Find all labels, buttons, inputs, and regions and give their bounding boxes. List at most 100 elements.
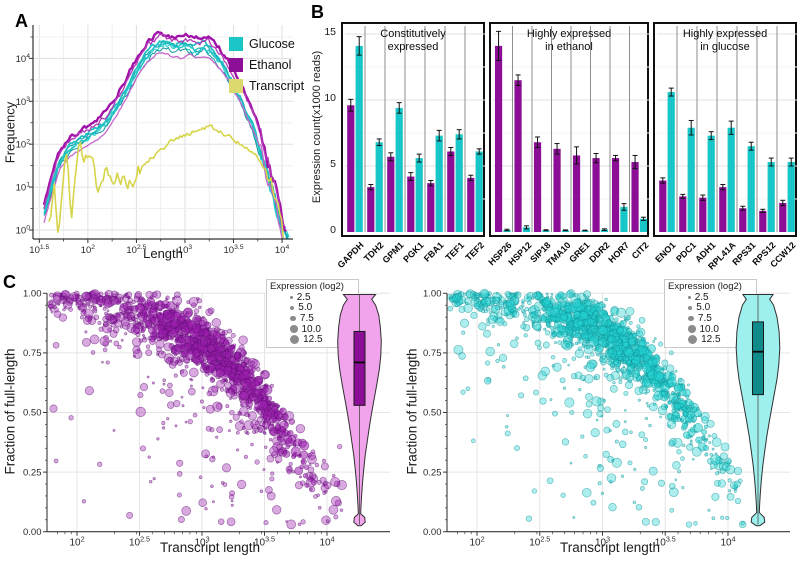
panel-a-label: A xyxy=(15,11,28,31)
bar-glucose-GAPDH xyxy=(355,45,363,232)
size-label: 2.5 xyxy=(694,291,709,303)
panel-a-grid xyxy=(33,25,293,239)
bar-ethanol-RPS31 xyxy=(739,208,747,232)
bar-glucose-TEF2 xyxy=(475,151,483,232)
panel-a-y-axis-title: Frequency xyxy=(2,101,18,164)
gene-label-GPM1: GPM1 xyxy=(380,240,407,266)
gene-label-GRE1: GRE1 xyxy=(567,240,592,265)
bar-ethanol-PDC1 xyxy=(679,196,687,232)
svg-text:0.50: 0.50 xyxy=(423,408,442,419)
transcript-swatch-icon xyxy=(229,78,243,93)
legend-title: Expression (log2) xyxy=(668,281,742,292)
legend-label: Ethanol xyxy=(249,57,292,72)
svg-text:101: 101 xyxy=(16,182,31,194)
series-line-ethanol xyxy=(43,33,287,229)
panel-c-left-y-axis-title: Fraction of full-length xyxy=(2,348,18,475)
bar-glucose-SIP18 xyxy=(542,230,550,232)
size-dot-icon xyxy=(290,325,298,333)
series-line-ethanol xyxy=(43,52,283,239)
svg-text:0.00: 0.00 xyxy=(23,527,42,538)
gene-label-TEF1: TEF1 xyxy=(443,240,467,263)
gene-label-CIT2: CIT2 xyxy=(629,240,651,261)
bar-glucose-RPS12 xyxy=(767,162,775,232)
bar-ethanol-HSP12 xyxy=(514,80,522,232)
svg-text:1.00: 1.00 xyxy=(423,289,442,300)
svg-text:102: 102 xyxy=(69,535,84,549)
c-axes xyxy=(443,292,790,536)
panel-c-right-x-axis-title: Transcript length xyxy=(559,540,661,555)
svg-text:0.75: 0.75 xyxy=(423,348,442,359)
size-label: 7.5 xyxy=(697,312,712,324)
bar-glucose-ADH1 xyxy=(707,135,715,232)
bar-ethanol-RPL41A xyxy=(719,187,727,232)
bar-glucose-ENO1 xyxy=(667,92,675,232)
series-line-glucose xyxy=(43,41,285,239)
svg-text:103: 103 xyxy=(16,96,31,108)
bar-ethanol-SIP18 xyxy=(533,142,542,232)
bar-ethanol-CCW12 xyxy=(779,202,787,232)
bar-glucose-PGK1 xyxy=(415,158,423,232)
svg-text:101.5: 101.5 xyxy=(29,244,49,256)
size-label: 10.0 xyxy=(301,323,321,335)
b-y-tick-label: 10 xyxy=(324,92,336,104)
panel-a-x-axis-title: Length xyxy=(143,246,183,261)
scatter-points-glucose xyxy=(447,288,747,529)
glucose-swatch-icon xyxy=(229,36,243,51)
bar-glucose-HOR7 xyxy=(620,206,628,232)
bar-ethanol-HOR7 xyxy=(611,158,620,232)
b-y-tick-label: 15 xyxy=(324,26,336,38)
svg-text:104: 104 xyxy=(319,535,334,549)
bar-ethanol-ENO1 xyxy=(659,180,667,232)
bar-glucose-CCW12 xyxy=(787,162,795,232)
size-dot-icon xyxy=(688,295,691,299)
svg-text:0.50: 0.50 xyxy=(23,408,42,419)
bar-ethanol-HSP26 xyxy=(494,45,503,232)
svg-text:104: 104 xyxy=(275,244,290,256)
gene-label-TEF2: TEF2 xyxy=(463,240,487,263)
svg-text:0.25: 0.25 xyxy=(423,467,442,478)
gene-label-DDR2: DDR2 xyxy=(586,240,612,265)
series-line-transcript xyxy=(48,124,285,238)
size-label: 12.5 xyxy=(701,334,721,346)
gene-label-ENO1: ENO1 xyxy=(653,240,679,265)
b-group-title-0: Constitutively expressed xyxy=(380,28,446,53)
bar-ethanol-TEF1 xyxy=(447,151,455,232)
bar-ethanol-ADH1 xyxy=(699,197,707,232)
size-dot-icon xyxy=(290,335,300,345)
size-label: 2.5 xyxy=(296,291,311,303)
svg-text:102: 102 xyxy=(81,244,96,256)
svg-text:103.5: 103.5 xyxy=(223,244,243,256)
c-axes xyxy=(43,292,390,536)
panel-a-legend: Glucose Ethanol Transcript xyxy=(229,33,304,96)
size-label: 5.0 xyxy=(298,302,313,314)
bar-glucose-RPL41A xyxy=(727,127,735,232)
svg-text:0.00: 0.00 xyxy=(423,527,442,538)
size-dot-icon xyxy=(688,335,698,345)
b-y-tick-label: 5 xyxy=(330,158,336,170)
panel-b-label: B xyxy=(311,2,324,22)
b-group-title-1: Highly expressed in ethanol xyxy=(526,28,612,53)
size-label: 7.5 xyxy=(299,312,314,324)
bar-glucose-TMA10 xyxy=(561,230,570,232)
svg-text:104: 104 xyxy=(16,53,31,65)
bar-ethanol-PGK1 xyxy=(407,176,415,232)
ethanol-swatch-icon xyxy=(229,57,243,72)
b-subpanel-1 xyxy=(489,22,649,237)
bar-ethanol-GRE1 xyxy=(572,155,581,232)
b-group-title-2: Highly expressed in glucose xyxy=(682,28,768,53)
size-dot-icon xyxy=(688,315,694,322)
bar-ethanol-GPM1 xyxy=(387,156,395,232)
bar-glucose-TEF1 xyxy=(455,134,463,232)
gene-label-FBA1: FBA1 xyxy=(422,240,447,264)
svg-text:104: 104 xyxy=(720,535,735,549)
bar-ethanol-FBA1 xyxy=(427,183,435,232)
expression-legend-left: Expression (log2) 2.5 5.0 7.5 10.0 12.5 xyxy=(266,279,359,348)
bar-ethanol-GAPDH xyxy=(347,105,355,232)
bar-ethanol-DDR2 xyxy=(592,158,600,232)
size-dot-icon xyxy=(290,295,293,299)
b-subpanel-0 xyxy=(341,22,485,237)
svg-text:0.25: 0.25 xyxy=(23,467,42,478)
